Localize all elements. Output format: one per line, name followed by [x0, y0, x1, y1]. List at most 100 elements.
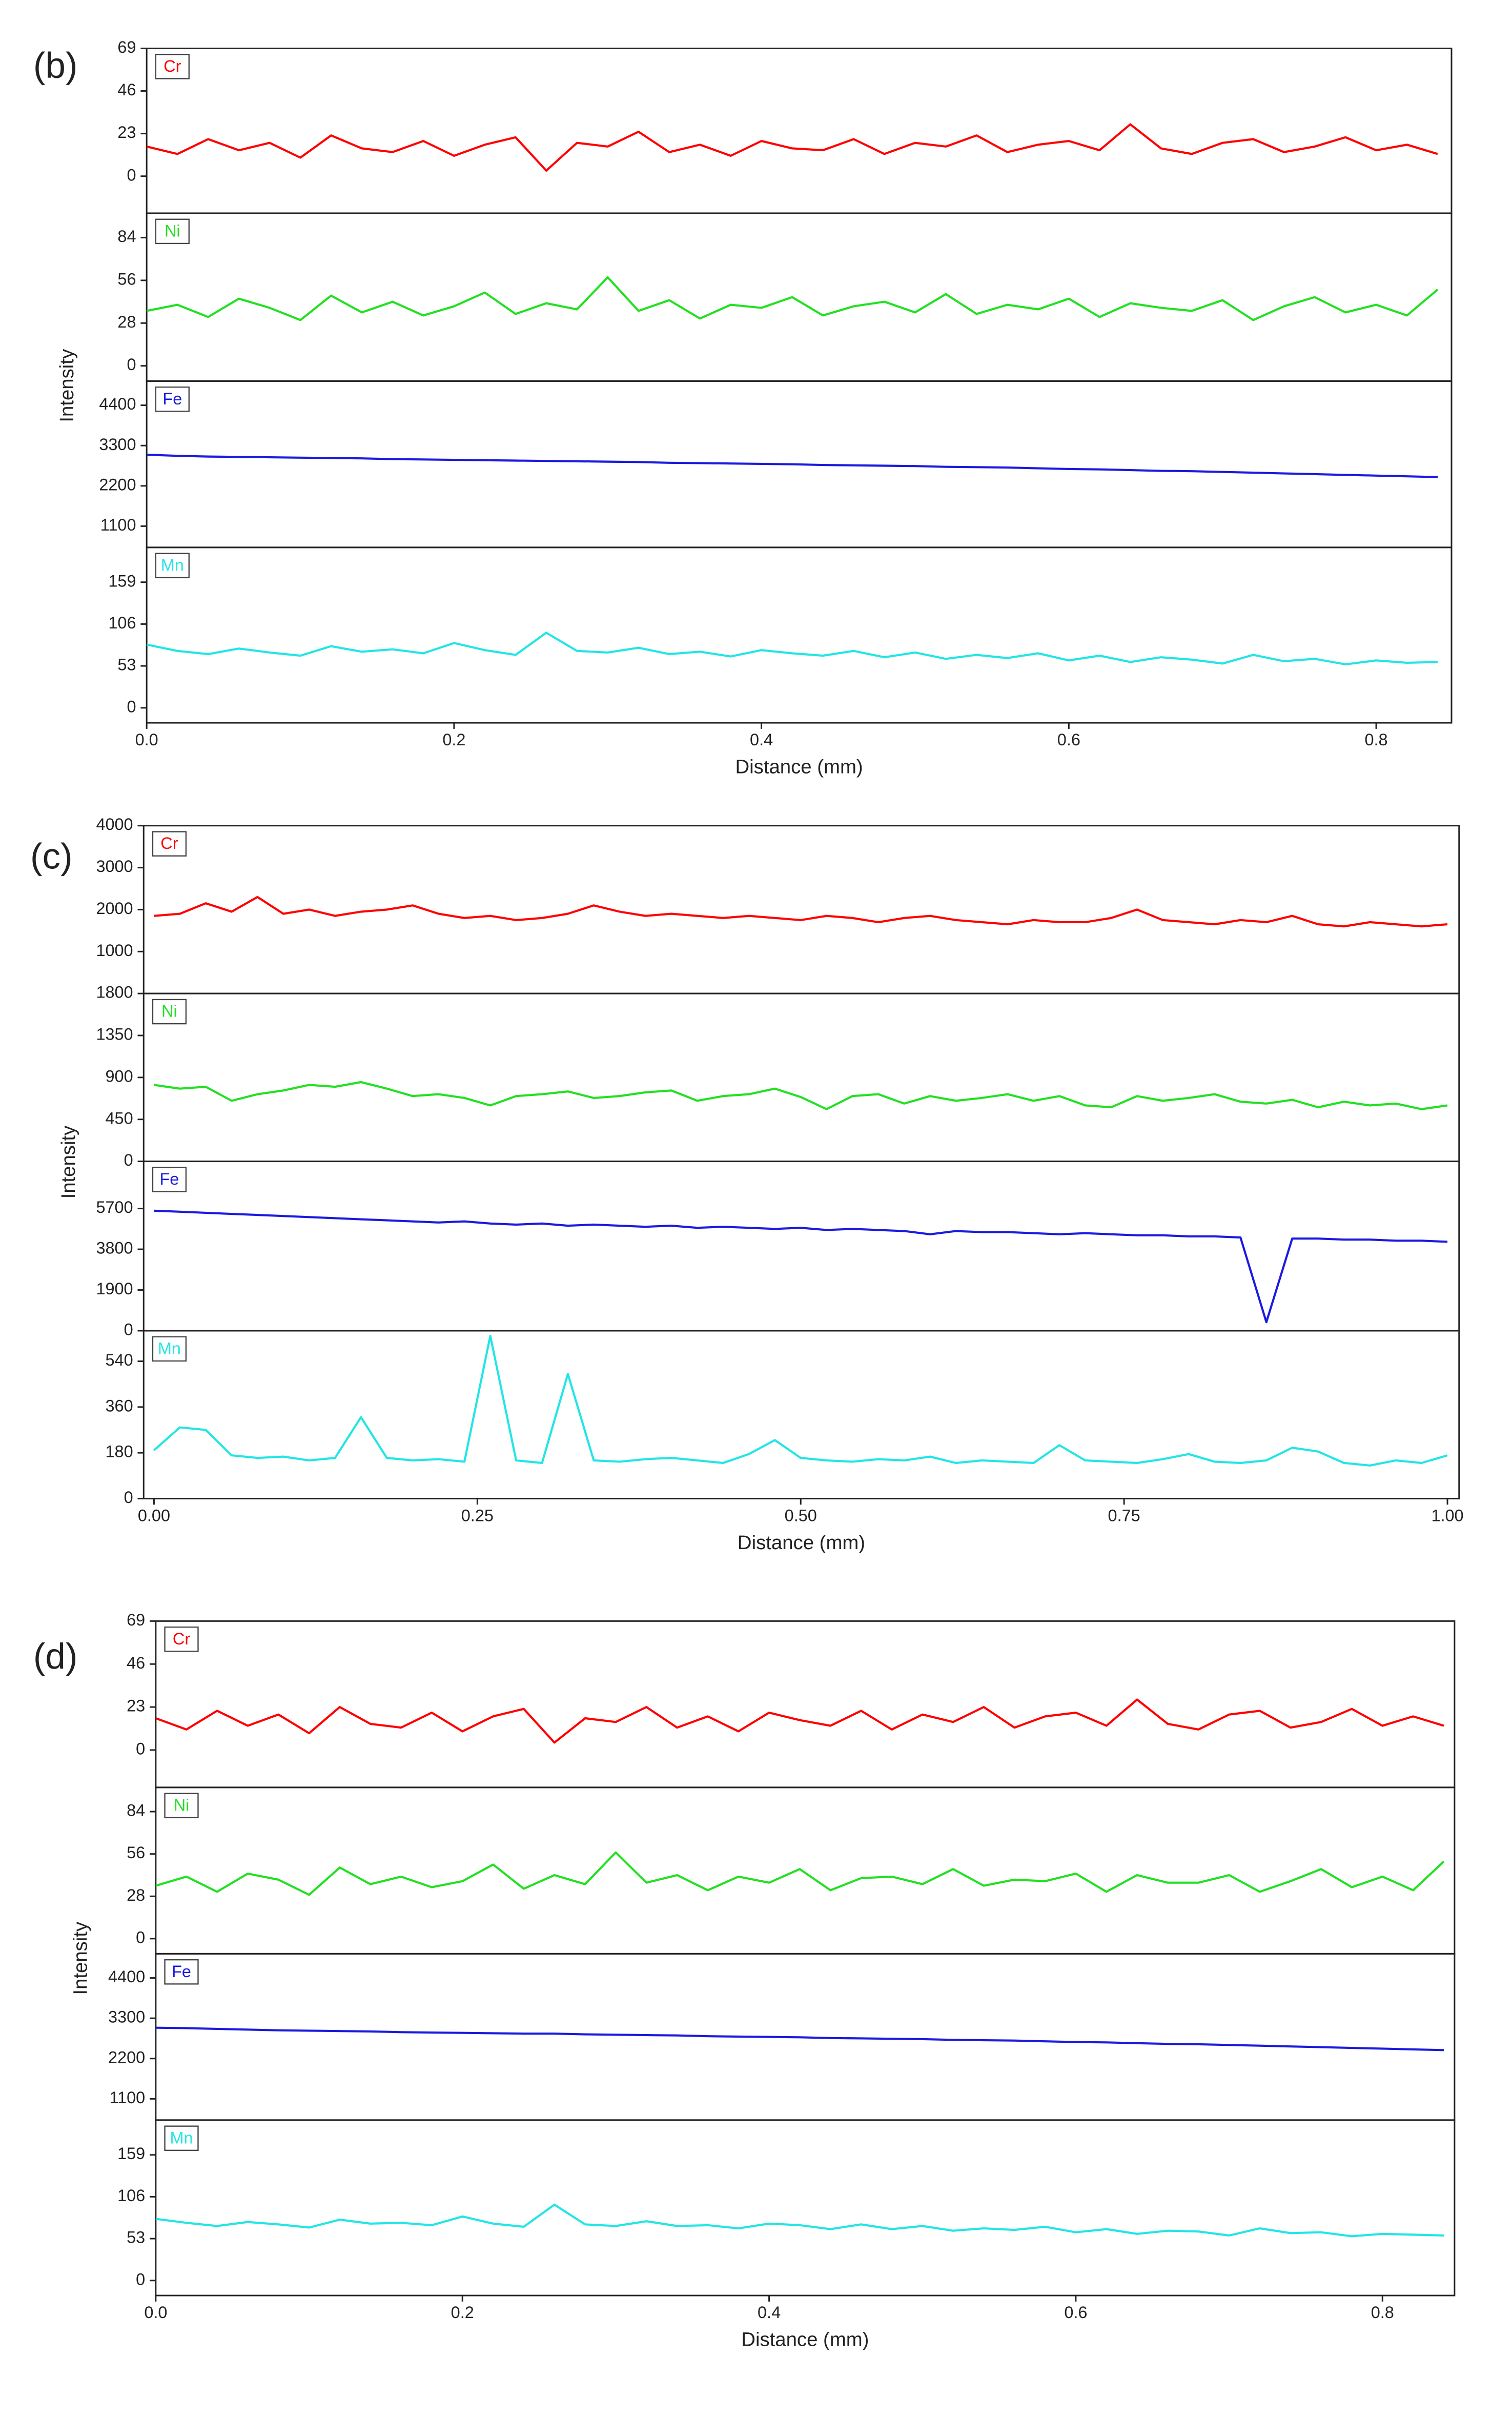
series-line: [146, 123, 1438, 172]
x-tick-label: 0.50: [785, 1506, 817, 1525]
panel-label: (c): [30, 836, 73, 877]
panel-label: (d): [33, 1636, 78, 1677]
y-tick-label: 53: [127, 2228, 145, 2247]
legend-label: Mn: [170, 2128, 193, 2147]
legend-label: Fe: [159, 1170, 179, 1188]
y-tick-label: 0: [124, 1151, 133, 1169]
x-tick-label: 0.0: [135, 730, 158, 749]
legend-box: [155, 54, 190, 79]
legend-box: [155, 553, 190, 579]
y-axis-label: Intensity: [56, 349, 78, 422]
y-tick-label: 0: [127, 166, 136, 184]
legend-label: Fe: [172, 1962, 191, 1981]
subplot-frame: [146, 546, 1453, 724]
x-tick-label: 0.25: [461, 1506, 494, 1525]
y-tick-label: 360: [105, 1396, 133, 1415]
legend-box: [152, 999, 187, 1025]
y-tick-label: 56: [127, 1843, 145, 1862]
x-tick-label: 1.00: [1431, 1506, 1463, 1525]
y-tick-label: 106: [117, 2186, 145, 2205]
y-tick-label: 3800: [96, 1239, 133, 1257]
y-tick-label: 28: [127, 1886, 145, 1904]
y-tick-label: 84: [117, 227, 136, 246]
subplot-frame: [142, 1330, 1460, 1499]
subplot-frame: [155, 2119, 1456, 2297]
y-tick-label: 23: [127, 1697, 145, 1715]
series-line: [146, 276, 1439, 321]
y-tick-label: 0: [124, 1320, 133, 1339]
legend-label: Mn: [158, 1339, 181, 1357]
subplot-frame: [142, 992, 1460, 1163]
x-tick-label: 0.00: [138, 1506, 170, 1525]
x-tick-label: 0.0: [144, 2303, 167, 2322]
y-tick-label: 159: [108, 572, 136, 590]
x-axis-label: Distance (mm): [735, 756, 863, 778]
y-tick-label: 2200: [99, 475, 136, 494]
legend-box: [155, 218, 190, 245]
legend-box: [152, 1167, 187, 1192]
legend-label: Ni: [161, 1002, 177, 1021]
y-tick-label: 46: [117, 80, 136, 99]
panel-label: (b): [33, 45, 78, 86]
series-line: [155, 1851, 1445, 1896]
y-tick-label: 56: [117, 270, 136, 288]
legend-label: Ni: [165, 221, 180, 240]
y-tick-label: 2200: [108, 2048, 145, 2066]
y-tick-label: 450: [105, 1109, 133, 1127]
subplot-frame: [146, 212, 1453, 382]
y-tick-label: 4400: [108, 1967, 145, 1986]
x-tick-label: 0.6: [1064, 2303, 1087, 2322]
y-tick-label: 1350: [96, 1025, 133, 1044]
legend-label: Cr: [160, 834, 178, 852]
x-tick-label: 0.8: [1371, 2303, 1394, 2322]
series-line: [155, 2203, 1444, 2238]
x-tick-label: 0.8: [1365, 730, 1388, 749]
y-tick-label: 1900: [96, 1279, 133, 1298]
y-tick-label: 0: [127, 355, 136, 374]
y-tick-label: 106: [108, 614, 136, 632]
y-tick-label: 1000: [96, 941, 133, 960]
subplot-frame: [142, 825, 1460, 994]
x-tick-label: 0.75: [1108, 1506, 1140, 1525]
series-line: [147, 453, 1438, 478]
y-tick-label: 0: [124, 1488, 133, 1507]
legend-box: [164, 1793, 199, 1819]
x-tick-label: 0.2: [442, 730, 465, 749]
y-tick-label: 69: [117, 38, 136, 56]
series-line: [154, 1081, 1448, 1110]
legend-label: Cr: [173, 1630, 190, 1648]
y-tick-label: 0: [136, 2270, 145, 2288]
legend-label: Cr: [164, 57, 181, 75]
y-tick-label: 3000: [96, 857, 133, 876]
y-tick-label: 540: [105, 1351, 133, 1369]
y-tick-label: 900: [105, 1067, 133, 1085]
legend-label: Mn: [161, 556, 184, 574]
y-tick-label: 0: [136, 1928, 145, 1946]
subplot-frame: [155, 1620, 1456, 1789]
y-tick-label: 0: [136, 1740, 145, 1758]
legend-box: [164, 1626, 199, 1652]
y-tick-label: 159: [117, 2144, 145, 2163]
legend-box: [152, 831, 187, 857]
x-tick-label: 0.4: [750, 730, 773, 749]
y-tick-label: 0: [127, 697, 136, 716]
x-tick-label: 0.6: [1057, 730, 1080, 749]
y-tick-label: 53: [117, 656, 136, 674]
y-tick-label: 5700: [96, 1198, 133, 1216]
legend-label: Fe: [162, 390, 182, 408]
series-line: [153, 1334, 1448, 1467]
y-axis-label: Intensity: [69, 1921, 91, 1995]
series-line: [154, 896, 1448, 928]
legend-box: [164, 2125, 199, 2151]
x-tick-label: 0.4: [758, 2303, 781, 2322]
legend-box: [164, 1959, 199, 1985]
x-axis-label: Distance (mm): [738, 1532, 865, 1554]
series-line: [155, 1698, 1444, 1744]
y-tick-label: 69: [127, 1611, 145, 1629]
y-tick-label: 4400: [99, 395, 136, 413]
y-axis-label: Intensity: [57, 1125, 79, 1199]
y-tick-label: 1100: [100, 516, 136, 534]
series-line: [154, 1209, 1448, 1324]
y-tick-label: 1100: [109, 2088, 145, 2107]
